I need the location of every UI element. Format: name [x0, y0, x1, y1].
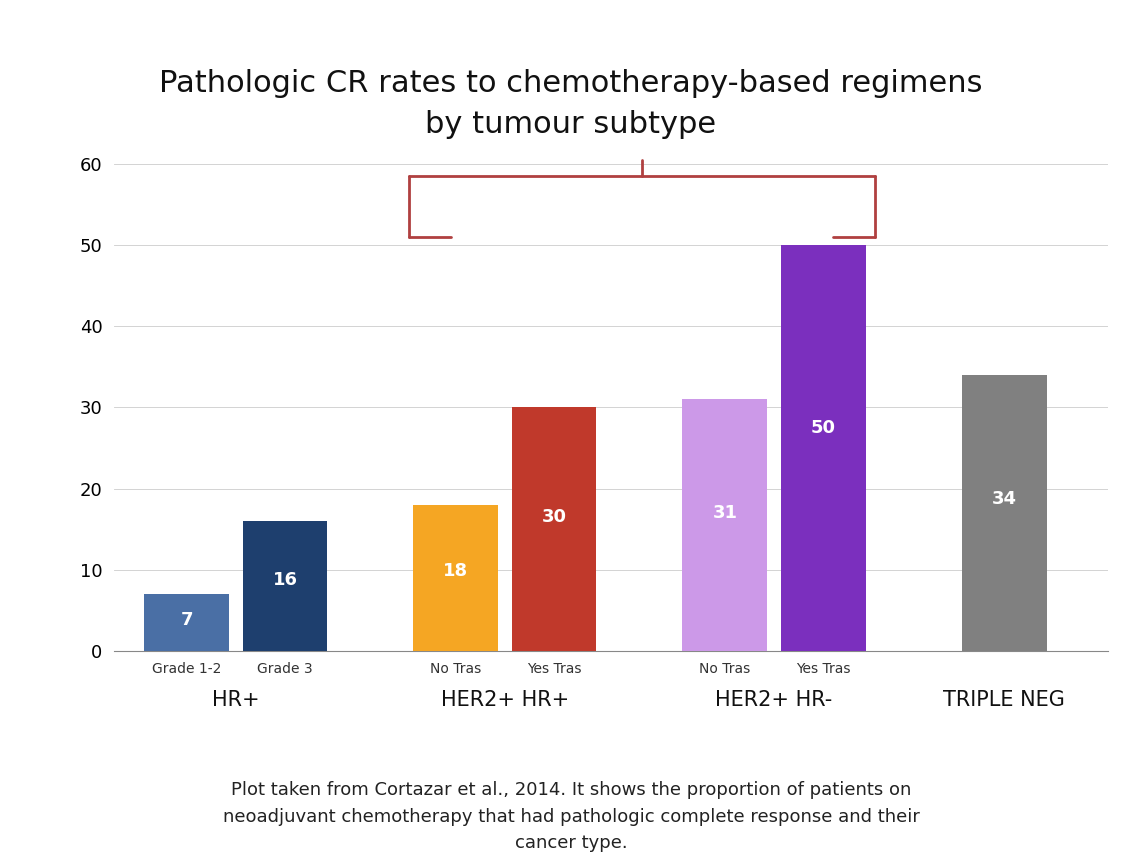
Text: No Tras: No Tras: [699, 662, 750, 676]
Text: 16: 16: [273, 570, 297, 589]
Bar: [413, 505, 498, 651]
Bar: [144, 595, 230, 651]
Text: 30: 30: [541, 508, 566, 526]
Text: 31: 31: [713, 503, 738, 522]
Text: 18: 18: [443, 562, 468, 580]
Text: TRIPLE NEG: TRIPLE NEG: [943, 690, 1065, 710]
Text: HER2+ HR-: HER2+ HR-: [715, 690, 833, 710]
Bar: [962, 375, 1047, 651]
Bar: [683, 399, 767, 651]
Bar: [781, 245, 866, 651]
Text: HR+: HR+: [212, 690, 259, 710]
Text: Grade 1-2: Grade 1-2: [152, 662, 222, 676]
Text: Yes Tras: Yes Tras: [526, 662, 581, 676]
Text: HER2+ HR+: HER2+ HR+: [441, 690, 569, 710]
Text: Grade 3: Grade 3: [257, 662, 313, 676]
Text: No Tras: No Tras: [431, 662, 482, 676]
Bar: [512, 407, 596, 651]
Text: 50: 50: [811, 418, 836, 437]
Text: 7: 7: [180, 611, 193, 628]
Text: Plot taken from Cortazar et al., 2014. It shows the proportion of patients on
ne: Plot taken from Cortazar et al., 2014. I…: [223, 781, 919, 852]
Text: 34: 34: [991, 490, 1016, 508]
Text: Yes Tras: Yes Tras: [796, 662, 851, 676]
Bar: [242, 521, 328, 651]
Text: Pathologic CR rates to chemotherapy-based regimens
by tumour subtype: Pathologic CR rates to chemotherapy-base…: [159, 69, 983, 139]
